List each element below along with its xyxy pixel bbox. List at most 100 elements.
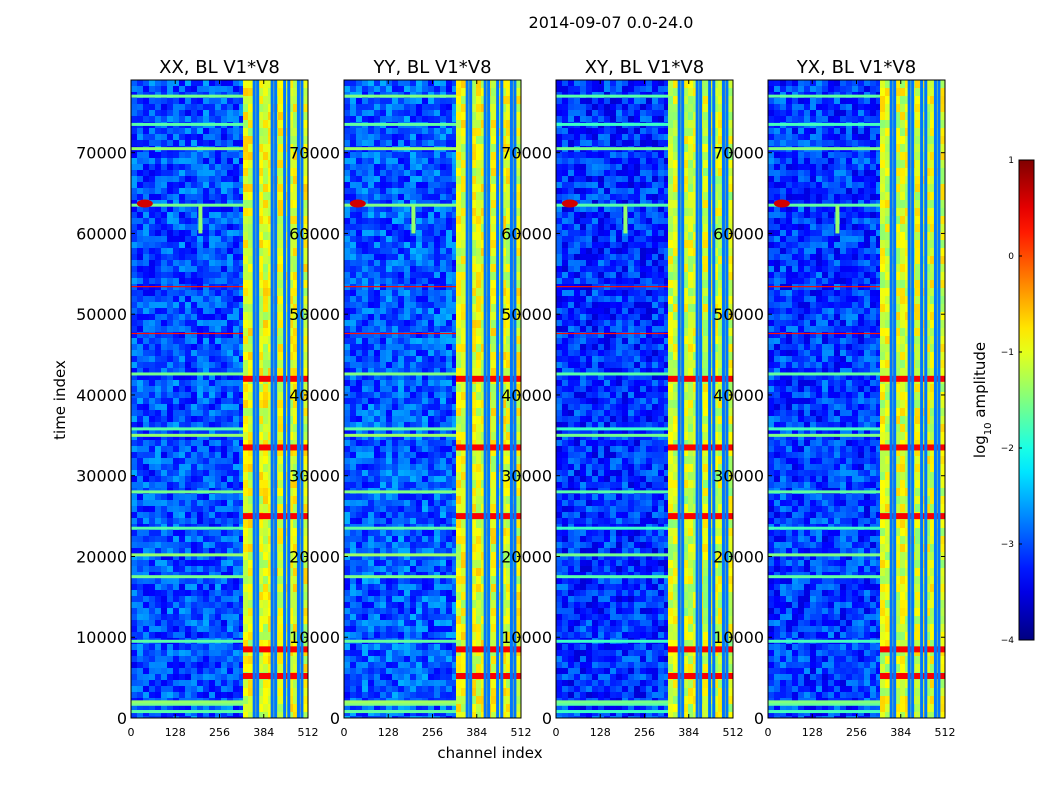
heatmap-cell (221, 158, 227, 164)
heatmap-cell (263, 344, 269, 352)
heatmap-cell (344, 632, 350, 638)
heatmap-cell (233, 440, 239, 446)
heatmap-cell (215, 260, 221, 266)
heatmap-cell (197, 626, 203, 632)
heatmap-cell (368, 302, 374, 308)
heatmap-cell (179, 440, 185, 446)
heatmap-cell (191, 626, 197, 632)
heatmap-cell (191, 260, 197, 266)
heatmap-cell (404, 98, 410, 104)
heatmap-cell (398, 578, 404, 584)
heatmap-cell (374, 296, 380, 302)
heatmap-cell (221, 296, 227, 302)
heatmap-cell (143, 458, 149, 464)
heatmap-cell (350, 644, 356, 650)
heatmap-cell (434, 608, 440, 614)
heatmap-cell (434, 422, 440, 428)
heatmap-cell (149, 80, 155, 86)
heatmap-cell (392, 164, 398, 170)
heatmap-cell (398, 236, 404, 242)
heatmap-cell (428, 224, 434, 230)
heatmap-cell (303, 704, 308, 712)
heatmap-cell (440, 110, 446, 116)
heatmap-cell (440, 614, 446, 620)
heatmap-cell (258, 488, 264, 496)
heatmap-cell (422, 350, 428, 356)
heatmap-cell (386, 260, 392, 266)
heatmap-cell (278, 552, 284, 560)
heatmap-cell (197, 368, 203, 374)
heatmap-cell (386, 170, 392, 176)
heatmap-cell (248, 392, 254, 400)
heatmap-cell (440, 170, 446, 176)
heatmap-cell (288, 288, 294, 296)
heatmap-cell (161, 254, 167, 260)
heatmap-cell (203, 518, 209, 524)
heatmap-cell (368, 476, 374, 482)
heatmap-cell (278, 400, 284, 408)
heatmap-cell (410, 86, 416, 92)
heatmap-cell (161, 260, 167, 266)
heatmap-cell (221, 128, 227, 134)
heatmap-cell (179, 590, 185, 596)
heatmap-cell (428, 104, 434, 110)
heatmap-cell (215, 134, 221, 140)
heatmap-cell (203, 368, 209, 374)
heatmap-cell (221, 362, 227, 368)
heatmap-cell (380, 356, 386, 362)
heatmap-cell (179, 296, 185, 302)
heatmap-cell (197, 620, 203, 626)
heatmap-cell (386, 626, 392, 632)
heatmap-cell (179, 338, 185, 344)
heatmap-cell (410, 128, 416, 134)
heatmap-cell (404, 512, 410, 518)
heatmap-cell (452, 206, 458, 212)
heatmap-cell (197, 644, 203, 650)
heatmap-cell (131, 704, 137, 710)
heatmap-cell (404, 626, 410, 632)
heatmap-cell (368, 422, 374, 428)
heatmap-cell (268, 304, 274, 312)
heatmap-cell (143, 128, 149, 134)
heatmap-cell (404, 332, 410, 338)
heatmap-cell (344, 272, 350, 278)
heatmap-cell (143, 548, 149, 554)
heatmap-cell (161, 620, 167, 626)
heatmap-cell (137, 566, 143, 572)
heatmap-cell (239, 290, 245, 296)
heatmap-cell (386, 656, 392, 662)
heatmap-cell (344, 116, 350, 122)
heatmap-cell (446, 290, 452, 296)
heatmap-cell (293, 640, 299, 648)
heatmap-cell (209, 170, 215, 176)
heatmap-cell (227, 542, 233, 548)
heatmap-cell (185, 644, 191, 650)
heatmap-cell (191, 254, 197, 260)
heatmap-cell (386, 410, 392, 416)
heatmap-cell (209, 674, 215, 680)
heatmap-cell (398, 464, 404, 470)
heatmap-cell (209, 344, 215, 350)
heatmap-cell (215, 236, 221, 242)
heatmap-cell (243, 176, 249, 184)
heatmap-cell (149, 362, 155, 368)
heatmap-cell (173, 656, 179, 662)
heatmap-cell (404, 314, 410, 320)
heatmap-cell (243, 248, 249, 256)
heatmap-cell (149, 242, 155, 248)
heatmap-cell (288, 280, 294, 288)
heatmap-cell (452, 494, 458, 500)
heatmap-cell (173, 590, 179, 596)
heatmap-cell (380, 326, 386, 332)
heatmap-cell (268, 624, 274, 632)
heatmap-cell (215, 566, 221, 572)
heatmap-cell (344, 644, 350, 650)
heatmap-cell (221, 134, 227, 140)
heatmap-cell (293, 424, 299, 432)
heatmap-cell (344, 476, 350, 482)
heatmap-cell (243, 240, 249, 248)
heatmap-cell (368, 470, 374, 476)
heatmap-cell (410, 590, 416, 596)
heatmap-cell (356, 128, 362, 134)
heatmap-cell (416, 230, 422, 236)
